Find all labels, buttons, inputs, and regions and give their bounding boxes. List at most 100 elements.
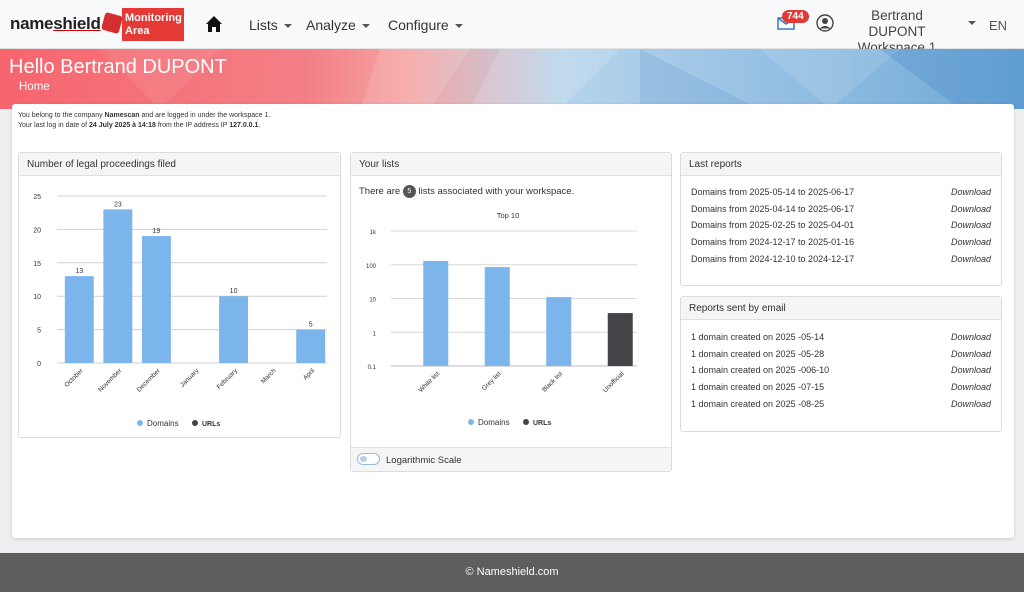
legend-domains-label: Domains [478, 418, 510, 427]
panel-title: Number of legal proceedings filed [19, 153, 340, 176]
download-link[interactable]: Download [950, 332, 991, 342]
last-reports-panel: Last reports Domains from 2025-05-14 to … [680, 152, 1002, 286]
logarithmic-scale-label: Logarithmic Scale [386, 455, 462, 466]
chevron-down-icon [283, 24, 292, 29]
data-label: 5 [309, 322, 313, 329]
x-tick-label: November [97, 367, 124, 394]
nav-configure-menu[interactable]: Configure [388, 17, 463, 33]
header-banner [0, 49, 1024, 109]
footer-link[interactable]: Nameshield.com [476, 566, 559, 578]
last-report-row: Domains from 2025-02-25 to 2025-04-01 Dow… [691, 220, 991, 230]
nameshield-logo[interactable]: nameshield [10, 14, 101, 33]
y-tick-label: 10 [33, 294, 41, 301]
chevron-down-icon [361, 24, 370, 29]
x-tick-label: February [216, 367, 240, 391]
legend-domains-marker [468, 419, 474, 425]
bar-domains [484, 267, 510, 366]
lists-count-text: There are 5 lists associated with your w… [359, 185, 575, 198]
bar-domains [546, 297, 572, 366]
panel-title: Reports sent by email [681, 297, 1001, 320]
download-link[interactable]: Download [950, 253, 991, 264]
company-info-line: You belong to the company Namescan and a… [18, 112, 271, 119]
lists-count-badge: 5 [402, 185, 416, 198]
download-link[interactable]: Download [950, 203, 991, 214]
email-report-row: 1 domain created on 2025 -006-10 Download [691, 365, 991, 375]
email-reports-panel: Reports sent by email 1 domain created o… [680, 296, 1002, 432]
report-label: 1 domain created on 2025 -08-25 [691, 398, 825, 409]
bar-urls [607, 313, 633, 366]
bar-domains [141, 236, 171, 363]
last-report-row: Domains from 2025-05-14 to 2025-06-17 Dow… [691, 187, 991, 197]
greeting-title: Hello Bertrand DUPONT [9, 56, 227, 78]
email-report-row: 1 domain created on 2025 -05-14 Download [691, 332, 991, 342]
report-label: 1 domain created on 2025 -006-10 [691, 365, 830, 376]
x-tick-label: December [136, 367, 163, 394]
download-link[interactable]: Download [950, 220, 991, 231]
legend-urls-label: URLs [533, 420, 551, 427]
y-tick-label: 15 [33, 261, 41, 268]
nav-lists-menu[interactable]: Lists [249, 17, 292, 33]
notification-count-badge[interactable]: 744 [782, 10, 809, 23]
x-tick-label: October [63, 367, 85, 389]
bar-domains [423, 260, 449, 366]
download-link[interactable]: Download [950, 348, 991, 359]
data-label: 19 [153, 228, 161, 235]
report-label: 1 domain created on 2025 -07-15 [691, 382, 825, 393]
chevron-down-icon [454, 24, 463, 29]
bar-domains [219, 296, 249, 363]
report-label: 1 domain created on 2025 -05-28 [691, 348, 825, 359]
y-tick-label: 100 [366, 264, 377, 270]
report-label: Domains from 2025-02-25 to 2025-04-01 [691, 220, 855, 231]
legend-urls-marker [192, 420, 198, 426]
x-tick-label: Black list [541, 370, 564, 393]
user-name: Bertrand DUPONT [868, 8, 926, 39]
download-link[interactable]: Download [950, 398, 991, 409]
legend-urls-label: URLs [202, 421, 220, 428]
monitoring-area-badge: Monitoring Area [122, 8, 184, 41]
x-tick-label: Unofficial [602, 370, 626, 394]
y-tick-label: 20 [33, 227, 41, 234]
email-report-row: 1 domain created on 2025 -07-15 Download [691, 382, 991, 392]
home-icon[interactable] [205, 15, 223, 33]
report-label: 1 domain created on 2025 -05-14 [691, 332, 825, 342]
email-report-row: 1 domain created on 2025 -05-28 Download [691, 349, 991, 359]
user-menu-chevron-icon[interactable] [968, 21, 976, 25]
logarithmic-scale-toggle[interactable] [357, 453, 380, 465]
legend-domains-label: Domains [147, 419, 179, 428]
lists-panel-footer [351, 447, 671, 471]
panel-title: Your lists [351, 153, 671, 176]
y-tick-label: 1 [373, 331, 377, 337]
breadcrumb-home[interactable]: Home [19, 81, 50, 93]
last-report-row: Domains from 2024-12-17 to 2025-01-16 Dow… [691, 237, 991, 247]
your-lists-panel: Your lists [350, 152, 672, 472]
download-link[interactable]: Download [950, 382, 991, 393]
download-link[interactable]: Download [950, 365, 991, 376]
top-navbar: nameshield Monitoring Area Lists Analyze… [0, 0, 1024, 55]
report-label: Domains from 2025-04-14 to 2025-06-17 [691, 203, 855, 214]
last-report-row: Domains from 2025-04-14 to 2025-06-17 Dow… [691, 204, 991, 214]
legal-proceedings-chart: 0 5 10 15 20 25 13 October 23 November 19 December J… [33, 194, 327, 428]
user-avatar-icon[interactable] [816, 14, 834, 32]
copyright-icon: © [465, 566, 477, 578]
bar-domains [103, 209, 133, 363]
x-tick-label: White list [418, 370, 442, 394]
x-tick-label: March [260, 367, 278, 385]
lists-top10-chart: Top 10 0.1 1 10 100 1k White list Grey list Blac… [366, 211, 637, 427]
download-link[interactable]: Download [950, 237, 991, 248]
download-link[interactable]: Download [950, 187, 991, 197]
report-label: Domains from 2025-05-14 to 2025-06-17 [691, 187, 855, 197]
data-label: 23 [114, 201, 122, 208]
shield-logo-icon [100, 11, 124, 35]
language-selector[interactable]: EN [989, 18, 1008, 33]
email-report-row: 1 domain created on 2025 -08-25 Download [691, 399, 991, 409]
panel-title: Last reports [681, 153, 1001, 176]
legend-domains-marker [137, 420, 143, 426]
y-tick-label: 10 [369, 298, 376, 304]
account-info: You belong to the company Namescan and a… [18, 111, 270, 131]
report-label: Domains from 2024-12-10 to 2024-12-17 [691, 253, 855, 264]
nav-analyze-menu[interactable]: Analyze [306, 17, 370, 33]
y-tick-label: 25 [33, 194, 41, 201]
chart-title: Top 10 [497, 211, 520, 220]
y-tick-label: 0.1 [368, 365, 377, 371]
report-label: Domains from 2024-12-17 to 2025-01-16 [691, 237, 855, 248]
